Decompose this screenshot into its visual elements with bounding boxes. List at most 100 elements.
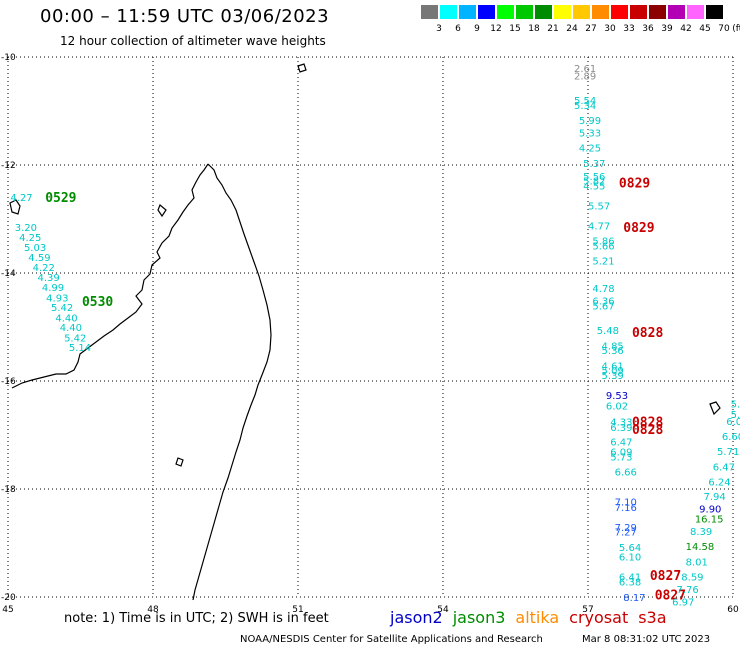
wave-height-value: 5.54 [574,96,596,107]
wave-height-value: 7.16 [615,503,637,514]
scale-swatch [706,5,723,19]
wave-height-value: 6.47 [713,462,735,473]
scale-swatch [573,5,590,19]
wave-height-value: 4.61 [602,361,624,372]
wave-height-value: 6.24 [708,477,730,488]
wave-height-value: 5.99 [579,116,601,127]
wave-height-value: 5.66 [592,241,614,252]
map-grid [7,56,734,598]
x-tick-label: 48 [147,605,159,615]
wave-height-value: 5.83 [731,400,740,411]
wave-height-value: 8.01 [686,557,708,568]
wave-height-value: 8.39 [690,527,712,538]
wave-height-value: 9.53 [606,391,628,402]
wave-height-value: 5.03 [24,243,46,254]
legend-altika: altika [515,608,560,627]
wave-height-value: 5.21 [592,257,614,268]
pass-time-label: 0529 [45,191,76,206]
wave-height-value: 4.25 [579,144,601,155]
wave-height-value: 8.59 [681,572,703,583]
scale-swatch [478,5,495,19]
wave-height-value: 4.40 [60,323,82,334]
wave-height-value: 4.85 [602,341,624,352]
scale-label: 15 [509,24,521,34]
scale-label: 18 [528,24,540,34]
wave-height-value: 3.20 [15,223,37,234]
y-tick-label: -20 [1,593,16,603]
satellite-legend: jason2 jason3 altika cryosat s3a [390,608,677,627]
wave-height-value: 7.94 [704,492,726,503]
wave-height-value: 5.86 [592,237,614,248]
nosy-be-island [157,204,167,218]
x-tick-label: 45 [2,605,13,615]
scale-swatch [554,5,571,19]
wave-height-value: 4.55 [583,182,605,193]
scale-swatch [440,5,457,19]
scale-unit: (ft) [732,24,740,34]
wave-height-value: 6.36 [592,297,614,308]
scale-swatch [535,5,552,19]
scale-label: 33 [623,24,635,34]
wave-height-value: 4.39 [37,273,59,284]
pass-time-label: 0828 [632,416,663,431]
scale-swatch [592,5,609,19]
scale-label: 21 [547,24,559,34]
wave-height-value: 2.61 [574,64,596,75]
pass-time-label: 0829 [623,221,654,236]
timestamp: Mar 8 08:31:02 UTC 2023 [582,634,711,645]
scale-label: 30 [604,24,616,34]
pass-time-label: 0827 [650,569,681,584]
axis-tick-labels: 45 48 51 54 57 60 -10 -12 -14 -16 -18 -20 [1,53,739,615]
scale-label: 12 [490,24,502,34]
y-tick-label: -16 [1,377,16,387]
coastline [9,63,721,601]
wave-height-value: 16.15 [695,515,724,526]
wave-height-value: 6.09 [726,417,740,428]
wave-height-value: 6.60 [722,432,740,443]
wave-height-value: 4.25 [19,233,41,244]
wave-height-value: 14.58 [686,542,715,553]
credit-line: NOAA/NESDIS Center for Satellite Applica… [240,634,543,645]
wave-height-value: 5.64 [619,543,641,554]
wave-height-value: 5.79 [731,410,740,421]
scale-swatch [687,5,704,19]
scale-label: 9 [474,24,480,34]
wave-height-value: 5.82 [583,177,605,188]
mauritius-island [709,401,721,416]
legend-jason3: jason3 [452,608,506,627]
scale-swatch [459,5,476,19]
wave-height-value: 8.17 [623,593,645,604]
legend-jason2: jason2 [390,608,443,627]
pass-time-label: 0828 [632,326,663,341]
footnote: note: 1) Time is in UTC; 2) SWH is in fe… [64,611,329,626]
wave-height-value: 4.99 [42,283,64,294]
x-tick-label: 54 [437,605,449,615]
scale-label: 27 [585,24,597,34]
wave-height-value: 5.14 [69,343,91,354]
wave-height-value: 4.40 [55,313,77,324]
y-tick-label: -18 [1,485,16,495]
y-tick-label: -12 [1,161,16,171]
wave-height-value: 5.09 [602,366,624,377]
wave-height-value: 6.41 [619,572,641,583]
wave-height-value: 7.10 [615,497,637,508]
legend-cryosat: cryosat [569,608,629,627]
wave-height-value: 5.34 [574,101,596,112]
wave-height-value: 6.66 [615,468,637,479]
y-tick-label: -10 [1,53,16,63]
wave-height-value: 4.93 [46,293,68,304]
wave-height-value: 2.89 [574,71,596,82]
scale-swatch [421,5,438,19]
legend-s3a: s3a [638,608,667,627]
mayotte-island [9,199,21,215]
wave-height-value: 7.27 [615,528,637,539]
wave-height-value: 7.29 [615,523,637,534]
wave-height-value: 6.10 [619,553,641,564]
wave-height-value: 5.37 [583,159,605,170]
wave-height-value: 5.48 [597,326,619,337]
x-tick-label: 57 [582,605,593,615]
scale-label: 24 [566,24,578,34]
scale-label: 3 [436,24,442,34]
scale-label: 36 [642,24,654,34]
